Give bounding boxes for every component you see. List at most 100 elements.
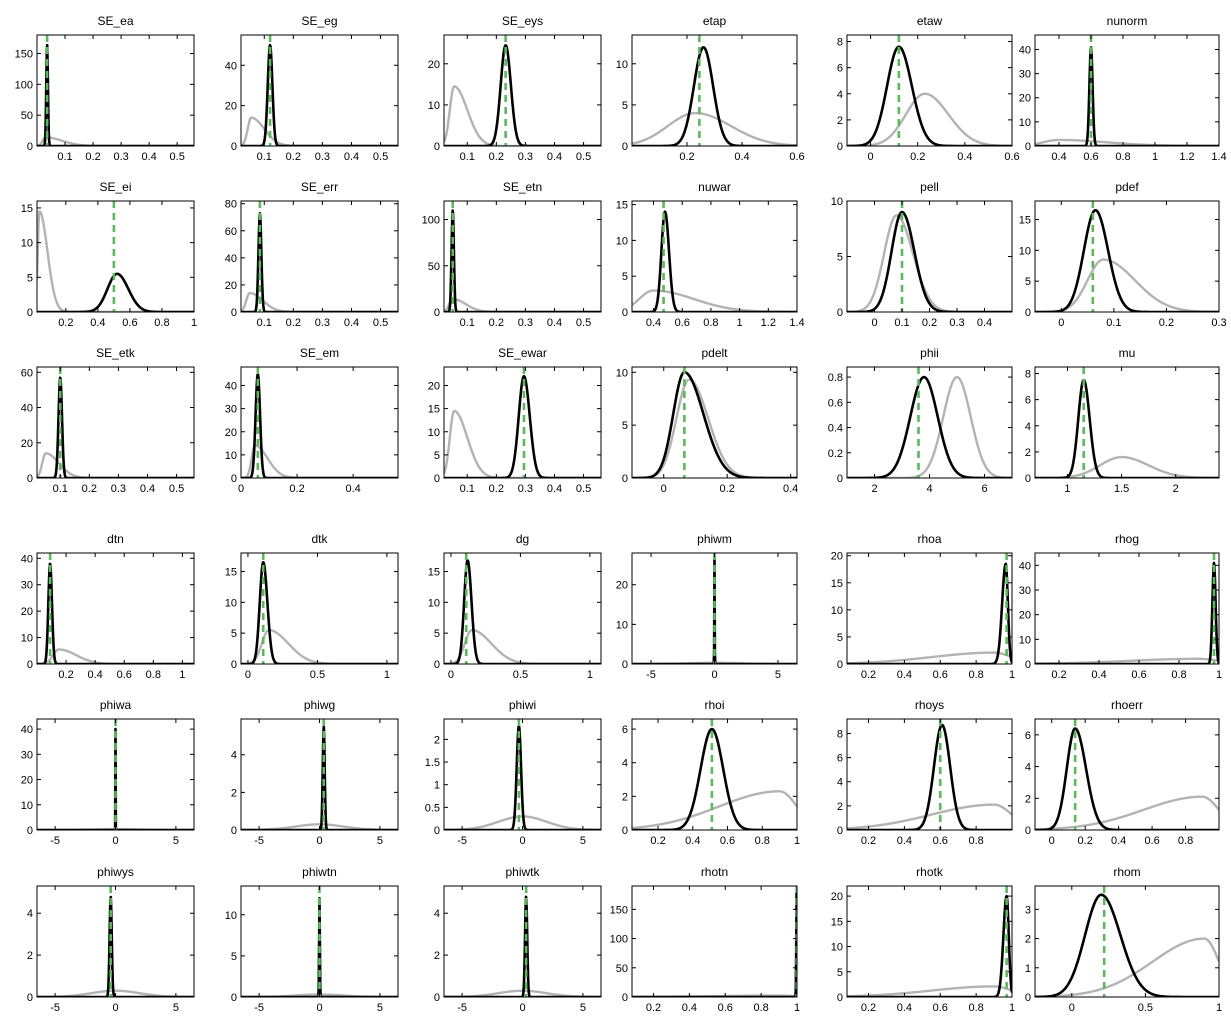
x-tick-label: 0.3 <box>518 151 533 163</box>
posterior-density-curve <box>241 725 398 830</box>
axes-box <box>36 885 195 998</box>
x-tick-label: 0.1 <box>53 483 68 495</box>
x-tick-label: 1 <box>1009 1002 1015 1014</box>
axes-box <box>1034 718 1220 831</box>
x-tick-label: 1 <box>587 669 593 681</box>
prior-density-curve <box>632 790 797 830</box>
posterior-density-curve <box>1035 561 1219 664</box>
axes-box <box>846 718 1013 831</box>
panel-phii: phii 2 4 6 0 0.2 0.4 0.6 0.8 <box>828 346 1013 495</box>
y-tick-label: 50 <box>21 110 33 122</box>
y-tick-label: 15 <box>831 578 843 590</box>
x-tick-label: 0.8 <box>968 1002 983 1014</box>
x-tick-label: 5 <box>377 1002 383 1014</box>
panel-se-em: SE_em 0 0.2 0.4 0 10 20 30 40 <box>225 346 399 495</box>
y-tick-label: 60 <box>21 367 33 379</box>
y-tick-label: 0 <box>1025 141 1031 153</box>
y-tick-label: 0 <box>1025 307 1031 319</box>
panel-title: mu <box>1119 346 1136 360</box>
x-tick-label: 0.3 <box>315 151 330 163</box>
y-tick-label: 6 <box>837 63 843 75</box>
axes-box <box>36 552 195 665</box>
y-tick-label: 0.4 <box>828 423 843 435</box>
axes-box <box>1034 366 1220 479</box>
y-tick-label: 40 <box>1019 44 1031 56</box>
panel-title: SE_ea <box>97 14 133 28</box>
panel-title: rhog <box>1115 532 1139 546</box>
x-tick-label: 1 <box>1009 669 1015 681</box>
panel-title: dtn <box>107 532 124 546</box>
y-tick-label: 20 <box>21 438 33 450</box>
posterior-density-curve <box>1035 727 1219 830</box>
x-tick-label: 1 <box>191 317 197 329</box>
y-tick-label: 5 <box>27 272 33 284</box>
x-tick-label: 0.4 <box>344 317 359 329</box>
y-tick-label: 0.6 <box>828 397 843 409</box>
y-tick-label: 100 <box>610 934 628 946</box>
panel-title: rhoerr <box>1111 698 1143 712</box>
panel-rhoi: rhoi 0.2 0.4 0.6 0.8 1 0 2 4 6 <box>622 698 800 847</box>
axes-box <box>1034 34 1220 147</box>
x-tick-label: 0.3 <box>113 151 128 163</box>
prior-density-curve <box>444 85 601 146</box>
x-tick-label: 0.2 <box>1051 669 1066 681</box>
panel-phiwa: phiwa -5 0 5 0 10 20 30 40 <box>21 698 195 847</box>
y-tick-label: 5 <box>837 632 843 644</box>
prior-density-curve <box>847 803 1012 830</box>
y-tick-label: 4 <box>231 750 237 762</box>
x-tick-label: 0.6 <box>1131 669 1146 681</box>
y-tick-label: 0 <box>622 473 628 485</box>
posterior-density-curve <box>444 374 601 478</box>
x-tick-label: 0.1 <box>894 317 909 329</box>
panel-title: SE_etn <box>503 180 542 194</box>
y-tick-label: 15 <box>428 404 440 416</box>
y-tick-label: 0 <box>434 141 440 153</box>
x-tick-label: 0.6 <box>122 317 137 329</box>
x-tick-label: 1.5 <box>1114 483 1129 495</box>
axes-box <box>631 718 798 831</box>
axes-box <box>1034 200 1220 313</box>
y-tick-label: 0 <box>837 825 843 837</box>
x-tick-label: 0.1 <box>460 317 475 329</box>
y-tick-label: 20 <box>831 891 843 903</box>
posterior-density-curve <box>632 891 797 997</box>
panel-se-eg: SE_eg 0.1 0.2 0.3 0.4 0.5 0 20 40 <box>225 14 399 163</box>
y-tick-label: 10 <box>225 597 237 609</box>
panel-title: SE_etk <box>96 346 136 360</box>
prior-density-curve <box>847 92 1012 146</box>
posterior-density-curve <box>1035 208 1219 312</box>
y-tick-label: 10 <box>616 619 628 631</box>
x-tick-label: 0.1 <box>460 151 475 163</box>
panel-phiwtk: phiwtk -5 0 5 0 2 4 <box>434 865 602 1014</box>
x-tick-label: 0 <box>868 151 874 163</box>
y-tick-label: 30 <box>21 580 33 592</box>
x-tick-label: 0.4 <box>547 317 562 329</box>
x-tick-label: 0.6 <box>933 669 948 681</box>
y-tick-label: 10 <box>428 427 440 439</box>
y-tick-label: 2 <box>27 950 33 962</box>
axes-box <box>36 34 195 147</box>
panel-se-etk: SE_etk 0.1 0.2 0.3 0.4 0.5 0 20 40 60 <box>21 346 195 495</box>
x-tick-label: 0.4 <box>783 483 798 495</box>
y-tick-label: 10 <box>616 235 628 247</box>
prior-density-curve <box>1035 795 1219 830</box>
y-tick-label: 0 <box>837 659 843 671</box>
y-tick-label: 40 <box>21 724 33 736</box>
y-tick-label: 5 <box>231 628 237 640</box>
y-tick-label: 0 <box>434 659 440 671</box>
y-tick-label: 5 <box>622 271 628 283</box>
axes-box <box>846 552 1013 665</box>
panel-title: phii <box>920 346 939 360</box>
posterior-density-curve <box>37 727 194 830</box>
y-tick-label: 150 <box>15 49 33 61</box>
x-tick-label: 0 <box>448 669 454 681</box>
prior-density-curve <box>444 297 601 312</box>
y-tick-label: 2 <box>231 787 237 799</box>
x-tick-label: 1 <box>179 669 185 681</box>
y-tick-label: 2 <box>837 115 843 127</box>
y-tick-label: 20 <box>428 59 440 71</box>
y-tick-label: 10 <box>428 100 440 112</box>
x-tick-label: 0.2 <box>85 151 100 163</box>
y-tick-label: 1.5 <box>425 757 440 769</box>
